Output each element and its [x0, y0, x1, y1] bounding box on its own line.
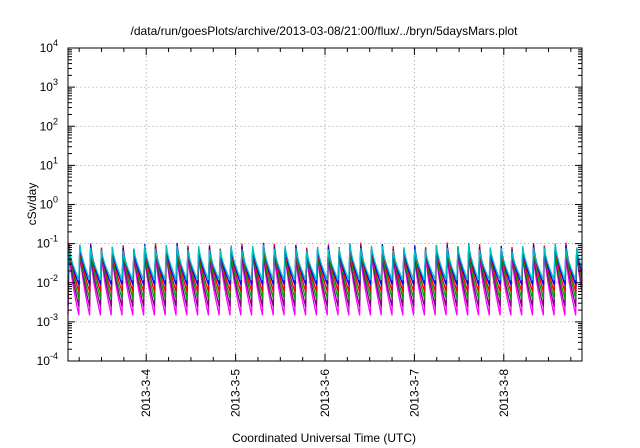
y-tick-exponent: -3: [50, 312, 58, 322]
y-tick-base: 10: [37, 276, 51, 290]
series-line: [67, 246, 583, 307]
y-tick-label: 100: [40, 195, 58, 212]
y-tick-exponent: 1: [53, 155, 58, 165]
y-tick-exponent: -1: [50, 234, 58, 244]
y-tick-exponent: 0: [53, 195, 58, 205]
series-line: [67, 243, 583, 281]
grid: [68, 48, 582, 361]
x-tick-label: 2013-3-4: [139, 369, 153, 417]
x-axis-label: Coordinated Universal Time (UTC): [232, 431, 416, 445]
series-layer: [67, 242, 583, 316]
y-tick-base: 10: [37, 315, 51, 329]
y-tick-exponent: -4: [50, 351, 58, 361]
y-tick-label: 10-3: [37, 312, 58, 329]
y-tick-label: 103: [40, 77, 58, 94]
x-tick-label: 2013-3-8: [497, 369, 511, 417]
y-tick-base: 10: [40, 41, 54, 55]
y-tick-label: 104: [40, 38, 58, 55]
y-tick-base: 10: [37, 354, 51, 368]
y-tick-base: 10: [40, 119, 54, 133]
y-tick-label: 10-2: [37, 273, 58, 290]
y-tick-label: 10-4: [37, 351, 58, 368]
y-tick-exponent: 3: [53, 77, 58, 87]
x-axis: 2013-3-4 2013-3-5 2013-3-6 2013-3-7 2013-3-8: [78, 48, 572, 417]
series-line: [67, 242, 583, 286]
series-line: [67, 242, 583, 293]
y-axis-label: cSv/day: [25, 183, 39, 226]
y-tick-base: 10: [40, 158, 54, 172]
x-tick-label: 2013-3-5: [229, 369, 243, 417]
y-tick-exponent: -2: [50, 273, 58, 283]
y-tick-base: 10: [40, 198, 54, 212]
x-tick-label: 2013-3-7: [407, 369, 421, 417]
y-tick-label: 101: [40, 155, 58, 172]
y-tick-base: 10: [37, 237, 51, 251]
y-tick-base: 10: [40, 80, 54, 94]
y-tick-label: 10-1: [37, 234, 58, 251]
y-tick-exponent: 2: [53, 116, 58, 126]
chart-title: /data/run/goesPlots/archive/2013-03-08/2…: [131, 24, 519, 38]
x-tick-label: 2013-3-6: [318, 369, 332, 417]
y-tick-label: 102: [40, 116, 58, 133]
series-line: [67, 244, 583, 299]
y-tick-exponent: 4: [53, 38, 58, 48]
series-line: [67, 249, 583, 316]
